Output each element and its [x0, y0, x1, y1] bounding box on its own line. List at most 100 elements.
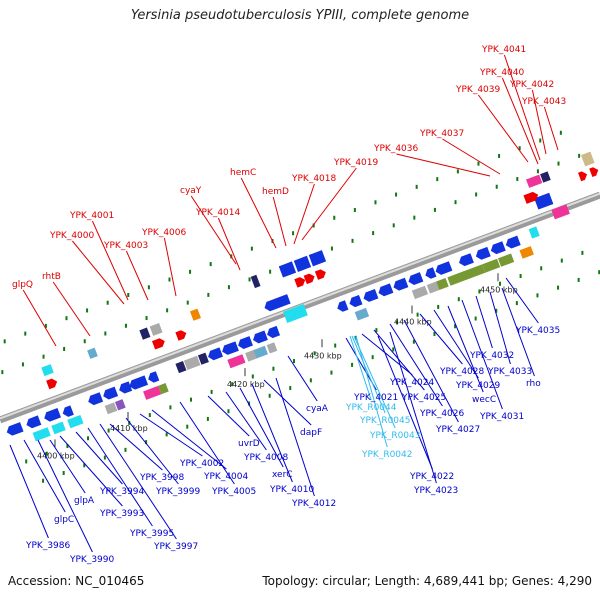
gene-feature-shape: [62, 405, 74, 417]
forward-gene-feature: [151, 338, 165, 350]
forward-gene-feature: [314, 269, 326, 280]
track-tick: [516, 177, 519, 182]
reverse-gene-feature: [354, 307, 370, 321]
track-tick: [289, 386, 292, 391]
reverse-gene-label: YPK_4002: [179, 459, 224, 469]
track-tick: [557, 285, 560, 290]
track-tick: [165, 432, 168, 437]
genome-stats-text: Topology: circular; Length: 4,689,441 bp…: [262, 574, 592, 588]
track-tick: [413, 215, 416, 220]
track-tick: [475, 192, 478, 197]
gene-feature-shape: [490, 241, 506, 255]
track-tick: [166, 308, 169, 313]
forward-gene-feature: [580, 151, 595, 167]
forward-gene-label: YPK_4041: [481, 45, 526, 55]
reverse-gene-leader: [125, 417, 179, 485]
reverse-gene-leader: [447, 305, 484, 393]
forward-gene-leader: [442, 138, 501, 175]
reverse-gene-leader: [179, 401, 235, 485]
track-tick: [210, 389, 213, 394]
reverse-gene-leader: [489, 291, 511, 365]
forward-gene-feature: [523, 191, 539, 204]
forward-gene-leader: [190, 195, 237, 265]
track-tick: [124, 323, 127, 328]
gene-feature-shape: [104, 402, 118, 415]
forward-gene-feature: [175, 330, 187, 341]
reverse-gene-feature: [363, 289, 379, 302]
track-tick: [598, 270, 600, 275]
reverse-gene-label: YPK_4005: [211, 487, 256, 497]
track-tick: [333, 215, 336, 220]
reverse-gene-label: YPK_4024: [389, 378, 435, 388]
forward-gene-label: rhtB: [42, 272, 61, 282]
reverse-gene-label: YPK_4008: [243, 453, 289, 463]
track-tick: [456, 169, 459, 174]
features-layer: [6, 151, 599, 442]
track-tick: [560, 258, 563, 263]
reverse-gene-feature: [337, 300, 349, 312]
gene-feature-shape: [267, 325, 281, 339]
track-tick: [478, 289, 481, 294]
ticks-layer: 4400 kbp 4410 kbp 4420 kbp 4430 kbp 4440 kbp…: [1, 130, 600, 483]
gene-feature-shape: [189, 308, 201, 321]
track-tick: [581, 250, 584, 255]
reverse-gene-leader: [287, 355, 318, 402]
reverse-gene-leader: [419, 313, 463, 365]
track-tick: [127, 293, 130, 298]
gene-feature-shape: [175, 330, 187, 341]
track-tick: [416, 312, 419, 317]
track-tick: [454, 200, 457, 205]
rna-gene-leader: [351, 335, 386, 414]
forward-gene-feature: [589, 167, 599, 178]
reverse-gene-feature: [475, 246, 491, 260]
track-tick: [536, 293, 539, 298]
gene-feature-shape: [337, 300, 349, 312]
gene-feature-shape: [459, 253, 474, 267]
track-tick: [45, 451, 48, 456]
track-tick: [147, 285, 150, 290]
gene-feature-shape: [435, 261, 453, 275]
forward-gene-leader: [301, 167, 357, 241]
reverse-gene-feature: [62, 405, 74, 417]
gene-feature-shape: [139, 327, 151, 340]
gene-feature-shape: [87, 347, 98, 359]
reverse-gene-label: cyaA: [306, 404, 329, 414]
forward-gene-leader: [240, 177, 277, 249]
gene-feature-shape: [314, 269, 326, 280]
reverse-gene-feature: [519, 246, 534, 259]
reverse-gene-feature: [505, 235, 521, 249]
reverse-gene-label: rho: [526, 379, 541, 389]
track-tick: [62, 471, 65, 476]
forward-gene-leader: [396, 153, 491, 177]
track-tick: [44, 323, 47, 328]
track-tick: [334, 343, 337, 348]
track-tick: [42, 478, 45, 483]
gene-feature-shape: [526, 174, 543, 188]
reverse-gene-feature: [378, 283, 394, 297]
reverse-gene-feature: [436, 278, 449, 290]
track-tick: [372, 231, 375, 236]
gene-feature-shape: [222, 341, 239, 355]
reverse-gene-label: YPK_4029: [455, 381, 501, 391]
gene-feature-shape: [183, 355, 201, 371]
rna-gene-leader: [353, 335, 396, 429]
forward-gene-leader: [477, 94, 529, 163]
track-tick: [454, 324, 457, 329]
reverse-gene-leader: [49, 439, 86, 494]
track-tick: [559, 130, 562, 135]
gene-feature-shape: [447, 271, 468, 286]
reverse-gene-label: glpA: [74, 496, 95, 506]
gene-feature-shape: [426, 281, 440, 294]
track-tick: [292, 231, 295, 236]
reverse-gene-leader: [23, 439, 66, 513]
reverse-gene-feature: [283, 304, 308, 323]
track-tick: [437, 304, 440, 309]
gene-feature-shape: [528, 226, 540, 239]
forward-gene-leader: [531, 89, 547, 155]
reverse-gene-leader: [389, 331, 437, 484]
track-tick: [186, 424, 189, 429]
track-tick: [248, 277, 251, 282]
track-tick: [374, 200, 377, 205]
track-tick: [206, 416, 209, 421]
scale-label: 4430 kbp: [304, 351, 342, 360]
